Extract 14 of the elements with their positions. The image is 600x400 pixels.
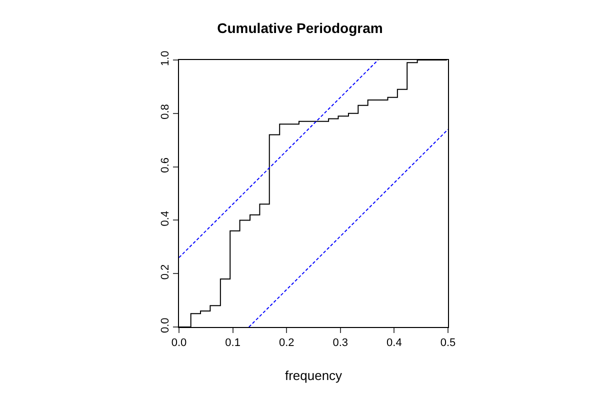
x-axis-title: frequency	[284, 368, 343, 383]
x-tick-label: 0.4	[386, 337, 402, 350]
x-tick-label: 0.5	[440, 337, 456, 350]
x-tick-label: 0.0	[171, 337, 187, 350]
y-tick-label: 0.8	[160, 104, 172, 120]
x-tick-label: 0.3	[332, 337, 348, 350]
y-tick-label: 0.4	[160, 210, 172, 226]
y-tick-label: 0.0	[160, 318, 172, 333]
y-tick-label: 0.2	[160, 264, 172, 280]
y-tick-label: 0.6	[160, 158, 172, 173]
x-tick-label: 0.1	[225, 337, 240, 350]
y-tick-label: 1.0	[160, 50, 172, 66]
chart-title: Cumulative Periodogram	[217, 20, 383, 36]
x-tick-label: 0.2	[278, 337, 294, 350]
